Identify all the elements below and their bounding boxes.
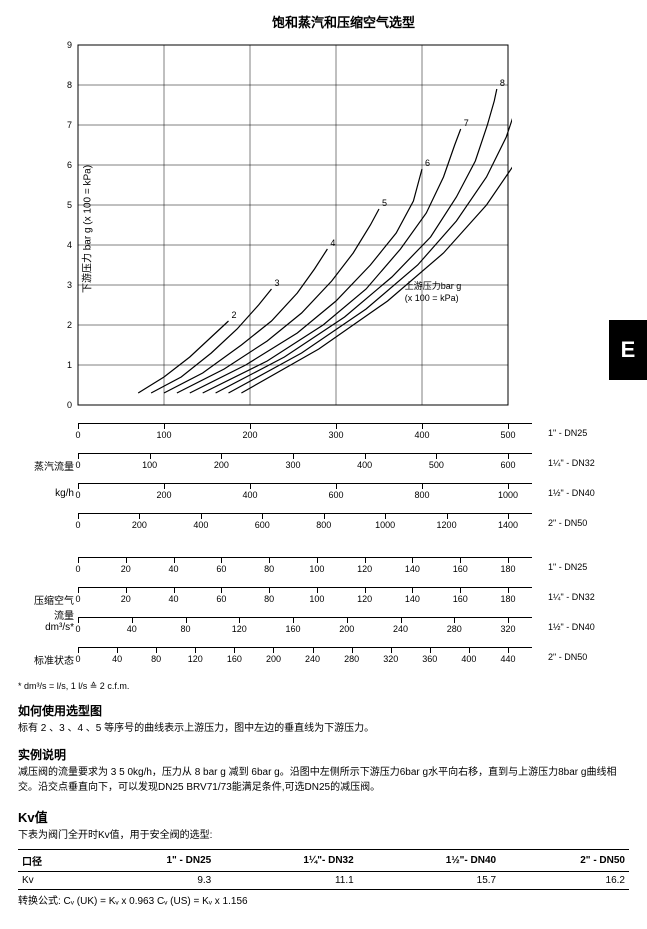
scale-row-size: 1" - DN25 [548,428,628,438]
scale-row: 标准状态040801201602002402803203604004402" -… [78,647,532,673]
svg-text:1: 1 [67,360,72,370]
svg-text:5: 5 [67,200,72,210]
scale-row-size: 1" - DN25 [548,562,628,572]
scale-row: 蒸汽流量01002003004005006001¼" - DN32 [78,453,532,479]
svg-text:3: 3 [67,280,72,290]
svg-text:5: 5 [382,198,387,208]
scale-row-label: kg/h [34,488,74,499]
example-body: 减压阀的流量要求为 3 5 0kg/h，压力从 8 bar g 减到 6bar … [18,765,629,795]
section-tab: E [609,320,647,380]
svg-text:2: 2 [67,320,72,330]
svg-text:9: 9 [67,40,72,50]
steam-flow-scales: 01002003004005001" - DN25 蒸汽流量01002003004… [58,423,629,539]
svg-text:6: 6 [425,158,430,168]
scale-row: 01002003004005001" - DN25 [78,423,532,449]
scale-row-label: 压缩空气流量 [34,592,74,622]
scale-row: kg/h020040060080010001½" - DN40 [78,483,532,509]
kv-subheading: 下表为阀门全开时Kv值，用于安全阀的选型: [18,828,629,843]
footnote: * dm³/s = l/s, 1 l/s ≙ 2 c.f.m. [18,681,629,692]
scale-row: 02004006008001000120014002" - DN50 [78,513,532,539]
svg-text:7: 7 [464,118,469,128]
scale-row-size: 1½" - DN40 [548,488,628,498]
svg-text:0: 0 [67,400,72,410]
svg-text:上游压力bar g: 上游压力bar g [405,280,462,291]
howto-heading: 如何使用选型图 [18,702,629,719]
scale-row-size: 1½" - DN40 [548,622,628,632]
svg-text:3: 3 [275,278,280,288]
scale-row-size: 2" - DN50 [548,652,628,662]
svg-text:4: 4 [330,238,335,248]
sizing-chart: 01234567892345678910上游压力bar g(x 100 = kP… [58,39,512,419]
scale-row: dm³/s*040801201602002402803201½" - DN40 [78,617,532,643]
kv-heading: Kv值 [18,807,629,826]
scale-row: 0204060801001201401601801" - DN25 [78,557,532,583]
y-axis-label: 下游压力 bar g (x 100 = kPa) [79,165,94,293]
scale-row-label: 标准状态 [34,652,74,667]
svg-text:4: 4 [67,240,72,250]
svg-text:(x 100 = kPa): (x 100 = kPa) [405,293,459,303]
scale-row-size: 1¼" - DN32 [548,458,628,468]
conversion-formula: 转换公式: Cᵥ (UK) = Kᵥ x 0.963 Cᵥ (US) = Kᵥ … [18,894,629,909]
scale-row-size: 2" - DN50 [548,518,628,528]
chart-container: 下游压力 bar g (x 100 = kPa) 0 1 2 3 4 5 6 7 8 9 2 3 4 5 6… [58,39,629,419]
example-heading: 实例说明 [18,746,629,763]
svg-text:8: 8 [67,80,72,90]
svg-text:8: 8 [500,78,505,88]
scale-row-label: dm³/s* [34,622,74,633]
chart-title: 饱和蒸汽和压缩空气选型 [58,12,629,31]
kv-table: 口径1" - DN251¼"- DN321½"- DN402" - DN50Kv… [18,849,629,890]
scale-row: 压缩空气流量0204060801001201401601801¼" - DN32 [78,587,532,613]
svg-text:6: 6 [67,160,72,170]
scale-row-label: 蒸汽流量 [34,458,74,473]
air-flow-scales: 0204060801001201401601801" - DN25 压缩空气流量0… [58,557,629,673]
svg-text:7: 7 [67,120,72,130]
scale-row-size: 1¼" - DN32 [548,592,628,602]
svg-text:2: 2 [232,310,237,320]
howto-body: 标有 2 、3 、4 、5 等序号的曲线表示上游压力，图中左边的垂直线为下游压力… [18,721,629,736]
